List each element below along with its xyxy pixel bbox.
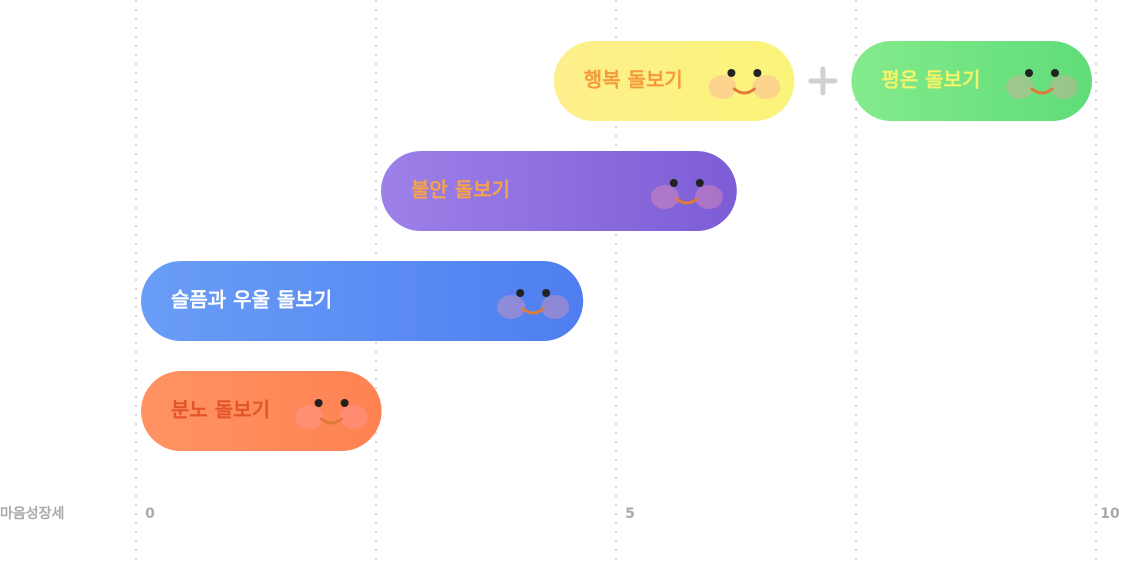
bar-label: 행복 돌보기: [584, 68, 683, 92]
face-blush: [339, 405, 368, 429]
face-eye: [753, 69, 762, 77]
face-eye: [516, 289, 525, 297]
face-blush: [541, 295, 570, 319]
face-eye: [340, 399, 349, 407]
bar-label: 평온 돌보기: [881, 68, 980, 92]
plus-sign: [808, 66, 838, 96]
face-blush: [1006, 75, 1034, 99]
x-tick-label: 0: [145, 506, 155, 522]
face-eye: [1025, 69, 1033, 77]
x-axis-label: 마음성장세: [0, 505, 64, 522]
face-blush: [650, 185, 679, 209]
x-tick-label: 10: [1100, 506, 1120, 522]
range-bar: [381, 151, 737, 231]
range-bar: [851, 41, 1092, 121]
face-blush: [1050, 75, 1078, 99]
face-blush: [497, 295, 526, 319]
bar-label: 분노 돌보기: [171, 398, 270, 422]
face-mouth: [1030, 87, 1054, 95]
face-eye: [1051, 69, 1059, 77]
face-eye: [727, 69, 736, 77]
face-eye: [314, 399, 323, 407]
face-eye: [695, 179, 704, 187]
face-blush: [752, 75, 781, 99]
x-tick-label: 5: [625, 506, 635, 522]
face-mouth: [675, 197, 699, 205]
face-mouth: [320, 417, 344, 425]
face-eye: [542, 289, 551, 297]
face-blush: [694, 185, 723, 209]
range-bar: [141, 371, 382, 451]
face-blush: [708, 75, 737, 99]
face-eye: [669, 179, 678, 187]
range-bar: [553, 41, 795, 121]
bar-label: 불안 돌보기: [411, 178, 510, 202]
face-mouth: [732, 87, 756, 95]
range-bar: [141, 261, 584, 341]
face-mouth: [521, 307, 545, 315]
bar-label: 슬픔과 우울 돌보기: [171, 288, 332, 312]
face-blush: [295, 405, 324, 429]
